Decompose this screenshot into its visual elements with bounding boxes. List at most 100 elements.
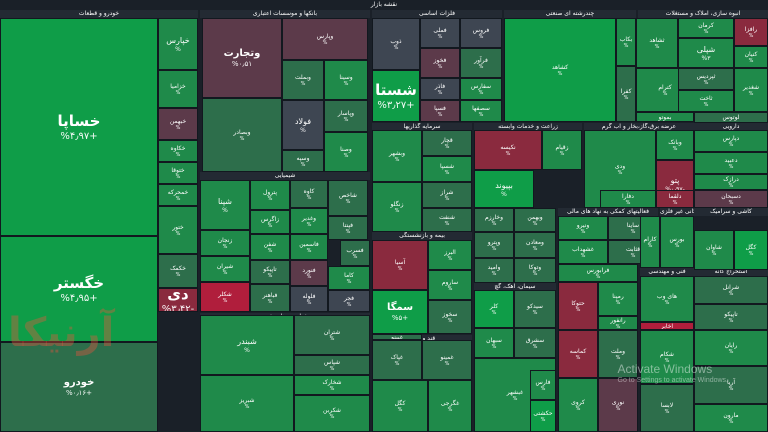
stock-tile[interactable]: سیدکو% [514,290,556,328]
stock-tile[interactable]: ومعادن% [514,232,556,258]
stock-tile[interactable]: شنفت% [422,208,472,232]
stock-tile[interactable]: شکربن% [294,395,370,432]
stock-tile[interactable]: فاسمین% [290,234,328,260]
stock-tile[interactable]: وتوکا% [514,258,556,283]
stock-tile[interactable]: وملت% [598,330,638,378]
stock-tile[interactable]: وبانک% [656,130,694,160]
stock-tile[interactable]: های وب% [640,276,694,322]
stock-tile[interactable]: دعبید% [694,152,768,174]
stock-tile[interactable]: غمینو% [422,340,472,380]
stock-tile[interactable]: کاما% [328,266,370,290]
stock-tile[interactable]: دلقما% [656,190,694,208]
stock-tile[interactable]: وسپه% [282,150,324,172]
stock-tile[interactable]: رانفور% [598,316,638,330]
stock-tile[interactable]: بورس% [660,216,694,268]
stock-tile[interactable]: خپارس% [158,18,198,70]
stock-tile[interactable]: درازک% [694,174,768,190]
stock-tile[interactable]: ثپردیس% [678,68,734,90]
stock-tile[interactable]: فسپا% [420,100,460,122]
stock-tile[interactable]: کروی% [558,378,598,432]
stock-tile[interactable]: تاپیکو% [694,304,768,330]
stock-tile[interactable]: کنیان% [734,46,768,68]
stock-tile[interactable]: فرابورس% [558,264,638,282]
stock-tile[interactable]: سشرق% [514,328,556,358]
stock-tile[interactable]: کارام% [640,216,660,268]
stock-tile[interactable]: رافزا% [734,18,768,46]
stock-tile[interactable]: شاوان% [694,230,734,270]
stock-tile[interactable]: کماسه% [558,330,598,378]
stock-tile[interactable]: فارس% [530,370,556,400]
stock-tile[interactable]: وبملت% [282,60,324,100]
stock-tile[interactable]: وبصادر% [202,98,282,172]
stock-tile[interactable]: بپیوند% [474,170,534,208]
stock-tile[interactable]: غشهداب% [558,240,608,264]
stock-tile[interactable]: فجر% [328,290,370,312]
stock-tile[interactable]: کلر% [474,290,514,328]
stock-tile[interactable]: نوری% [598,378,638,432]
stock-tile[interactable]: فنورد% [290,260,328,286]
stock-tile[interactable]: شبندر% [200,315,294,375]
stock-tile[interactable]: وصنا% [324,132,368,172]
stock-tile[interactable]: خکاوه% [158,140,198,162]
stock-tile[interactable]: سفارس% [460,78,502,100]
stock-tile[interactable]: سخوز% [428,300,472,334]
stock-tile[interactable]: آسیا% [372,240,428,290]
stock-tile[interactable]: حکشتی% [530,400,556,432]
stock-tile[interactable]: نکیسه% [474,130,542,170]
stock-tile[interactable]: غپاک% [372,340,422,380]
stock-tile[interactable]: تاپیکو% [250,260,290,284]
stock-tile[interactable]: شفن% [250,234,290,260]
stock-tile[interactable]: ونیرو% [558,216,608,240]
stock-tile[interactable]: کاوه% [290,180,328,208]
stock-tile[interactable]: وامید% [474,258,514,283]
stock-tile[interactable]: دسبحان% [694,190,768,208]
stock-tile[interactable]: رمپنا% [598,282,638,316]
stock-tile[interactable]: شراز% [422,182,472,208]
stock-tile[interactable]: زقیام% [542,130,582,170]
stock-tile[interactable]: شیران% [200,256,250,282]
stock-tile[interactable]: ختور% [158,206,198,254]
stock-tile[interactable]: زنگلو% [372,182,422,232]
stock-tile[interactable]: وبشهر% [372,130,422,182]
stock-tile[interactable]: خگستر %۴٫۹۵+ [0,236,158,342]
stock-tile[interactable]: فباهنر% [250,284,290,312]
stock-tile[interactable]: فخوز% [420,48,460,78]
stock-tile[interactable]: وخارزم% [474,208,514,232]
stock-tile[interactable]: بموتو [636,112,694,122]
stock-tile[interactable]: خمحرکه% [158,184,198,206]
stock-tile[interactable]: قچار% [422,130,472,156]
stock-tile[interactable]: شتران% [294,315,370,355]
stock-tile[interactable]: آریا% [694,366,768,404]
stock-tile[interactable]: سمگا %۵+ [372,290,428,334]
stock-tile[interactable]: خکمک% [158,254,198,288]
stock-tile[interactable]: فسرب% [340,240,370,266]
stock-tile[interactable]: شبریز% [200,375,294,432]
stock-tile[interactable]: کگل% [372,380,428,432]
stock-tile[interactable]: فروس% [460,18,502,48]
stock-tile[interactable]: لوتوس [694,112,768,123]
stock-tile[interactable]: سصفها% [460,100,502,122]
stock-tile[interactable]: کرمان% [678,18,734,38]
stock-tile[interactable]: دپارس% [694,130,768,152]
stock-tile[interactable]: حتوکا% [558,282,598,330]
stock-tile[interactable]: شستا %۳٫۲۷+ [372,70,420,122]
stock-tile[interactable]: فپنتا% [328,216,368,240]
stock-tile[interactable]: شپنا% [200,180,250,230]
stock-tile[interactable]: شاخص% [328,180,368,216]
stock-tile[interactable]: ساروم% [428,270,472,300]
stock-tile[interactable]: فاذر% [420,78,460,100]
stock-tile[interactable]: غگرجی% [428,380,472,432]
stock-tile[interactable]: زاگرس% [250,210,290,234]
stock-tile[interactable]: وتجارت %۰٫۵۱ [202,18,282,98]
stock-tile[interactable]: خبهمن% [158,108,198,140]
stock-tile[interactable]: سبهان% [474,328,514,358]
stock-tile[interactable]: شسپا% [422,156,472,182]
stock-tile[interactable]: کفرا% [616,66,636,122]
stock-tile[interactable]: فرآور% [460,48,502,78]
stock-tile[interactable]: شکلر% [200,282,250,312]
stock-tile[interactable]: شغدیر% [734,68,768,112]
stock-tile[interactable]: شرانل% [694,276,768,304]
stock-tile[interactable]: وپترو% [474,232,514,258]
stock-tile[interactable]: وغدیر% [290,208,328,234]
stock-tile[interactable]: وسینا% [324,60,368,100]
